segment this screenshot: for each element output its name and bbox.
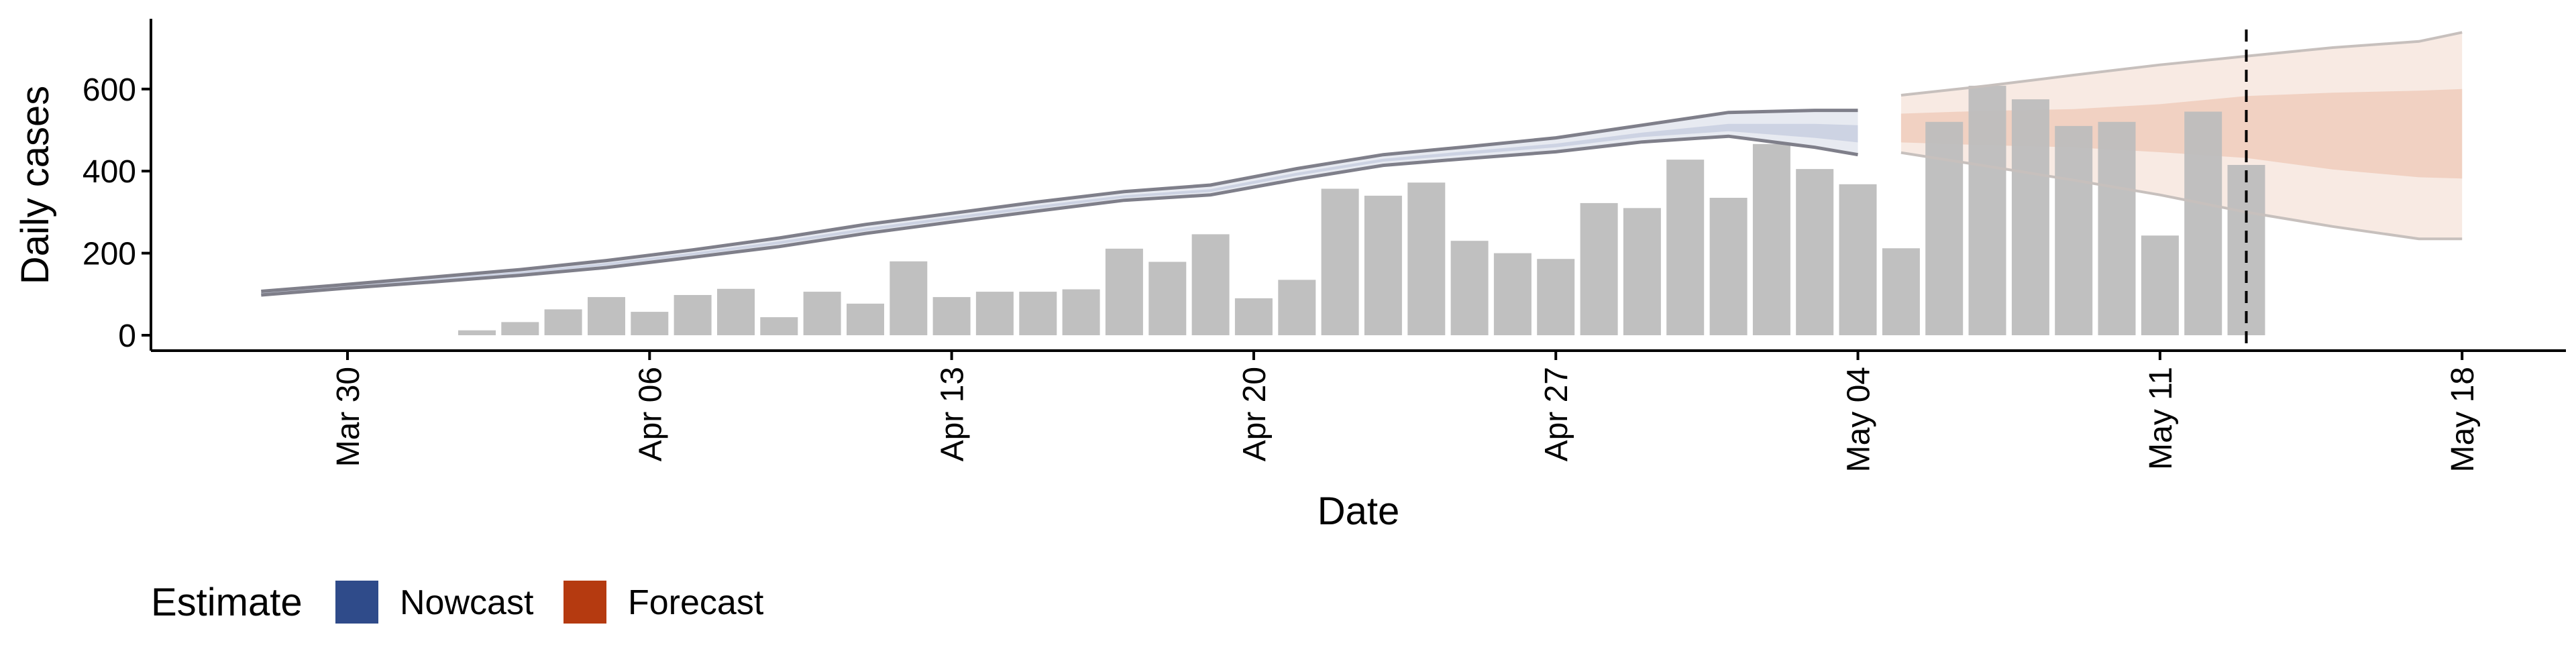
bar-2020-05-05: [1882, 248, 1920, 335]
legend-title: Estimate: [151, 581, 303, 624]
bar-2020-04-04: [544, 309, 582, 335]
legend-swatch-forecast: [564, 581, 606, 624]
legend-label-nowcast: Nowcast: [400, 583, 534, 622]
x-tick-label-4: Apr 27: [1539, 367, 1574, 461]
x-tick-label-7: May 18: [2445, 367, 2481, 472]
bar-2020-05-04: [1839, 184, 1877, 335]
band-line-layer: [261, 31, 2463, 297]
bar-2020-04-17: [1105, 248, 1143, 335]
bar-2020-05-08: [2011, 99, 2049, 335]
legend: Estimate Nowcast Forecast: [151, 581, 764, 624]
bar-2020-04-11: [847, 303, 884, 335]
bar-2020-04-30: [1666, 160, 1705, 335]
y-tick-label-400: 400: [83, 154, 136, 190]
bar-2020-05-09: [2055, 125, 2093, 335]
bar-layer: [458, 85, 2265, 336]
bar-2020-04-15: [1019, 292, 1057, 335]
x-tick-label-3: Apr 20: [1237, 367, 1273, 461]
bar-2020-04-24: [1407, 182, 1446, 335]
bar-2020-04-22: [1321, 188, 1359, 335]
x-tick-label-5: May 04: [1841, 367, 1877, 472]
bar-2020-04-18: [1148, 261, 1187, 335]
bar-2020-04-21: [1278, 280, 1316, 335]
legend-swatch-nowcast: [335, 581, 378, 624]
bar-2020-04-28: [1580, 202, 1618, 335]
bar-2020-05-12: [2184, 111, 2222, 335]
bar-2020-04-05: [588, 297, 625, 335]
band-line-lower-forecast: [1900, 151, 2463, 241]
bar-2020-04-06: [631, 312, 669, 335]
x-tick-label-0: Mar 30: [331, 367, 366, 467]
bar-2020-04-08: [717, 288, 755, 335]
y-axis-title: Daily cases: [13, 86, 57, 285]
band-line-upper-nowcast: [261, 109, 1858, 293]
bar-2020-04-20: [1234, 298, 1273, 335]
bar-2020-04-23: [1364, 195, 1402, 335]
bar-2020-05-11: [2141, 235, 2179, 335]
bar-2020-05-02: [1752, 143, 1790, 336]
bar-2020-04-13: [932, 297, 971, 335]
bar-2020-04-12: [890, 261, 928, 335]
axes-layer: 0 200 400 600 Mar 30 Apr 06 Apr 13 Apr 20 Apr 27…: [13, 19, 2566, 533]
band-line-lower-nowcast: [261, 134, 1858, 297]
bar-2020-04-19: [1191, 234, 1230, 335]
bar-2020-04-03: [501, 322, 539, 335]
bar-2020-04-10: [803, 292, 841, 335]
y-tick-label-600: 600: [83, 72, 136, 108]
bar-2020-04-25: [1450, 241, 1489, 335]
bar-2020-05-10: [2098, 121, 2136, 336]
x-tick-label-1: Apr 06: [633, 367, 668, 461]
bar-2020-04-26: [1493, 253, 1532, 335]
legend-label-forecast: Forecast: [628, 583, 764, 622]
x-tick-label-6: May 11: [2143, 367, 2179, 470]
bar-2020-05-06: [1925, 121, 1964, 336]
bar-2020-04-07: [674, 295, 712, 335]
bar-2020-04-09: [760, 317, 798, 335]
bar-2020-05-01: [1709, 198, 1748, 335]
bar-2020-05-03: [1796, 169, 1834, 335]
bar-2020-04-02: [458, 330, 496, 335]
bar-2020-04-14: [975, 292, 1014, 335]
bar-2020-04-27: [1537, 259, 1575, 335]
ribbon-outer-nowcast: [261, 110, 1858, 295]
x-axis-title: Date: [1318, 489, 1400, 533]
bar-2020-04-29: [1623, 208, 1661, 335]
bar-2020-05-07: [1968, 85, 2006, 336]
x-tick-label-2: Apr 13: [935, 367, 971, 461]
band-line-upper-forecast: [1900, 31, 2463, 97]
y-tick-label-0: 0: [118, 318, 136, 354]
y-tick-label-200: 200: [83, 237, 136, 272]
bar-2020-04-16: [1062, 289, 1100, 335]
